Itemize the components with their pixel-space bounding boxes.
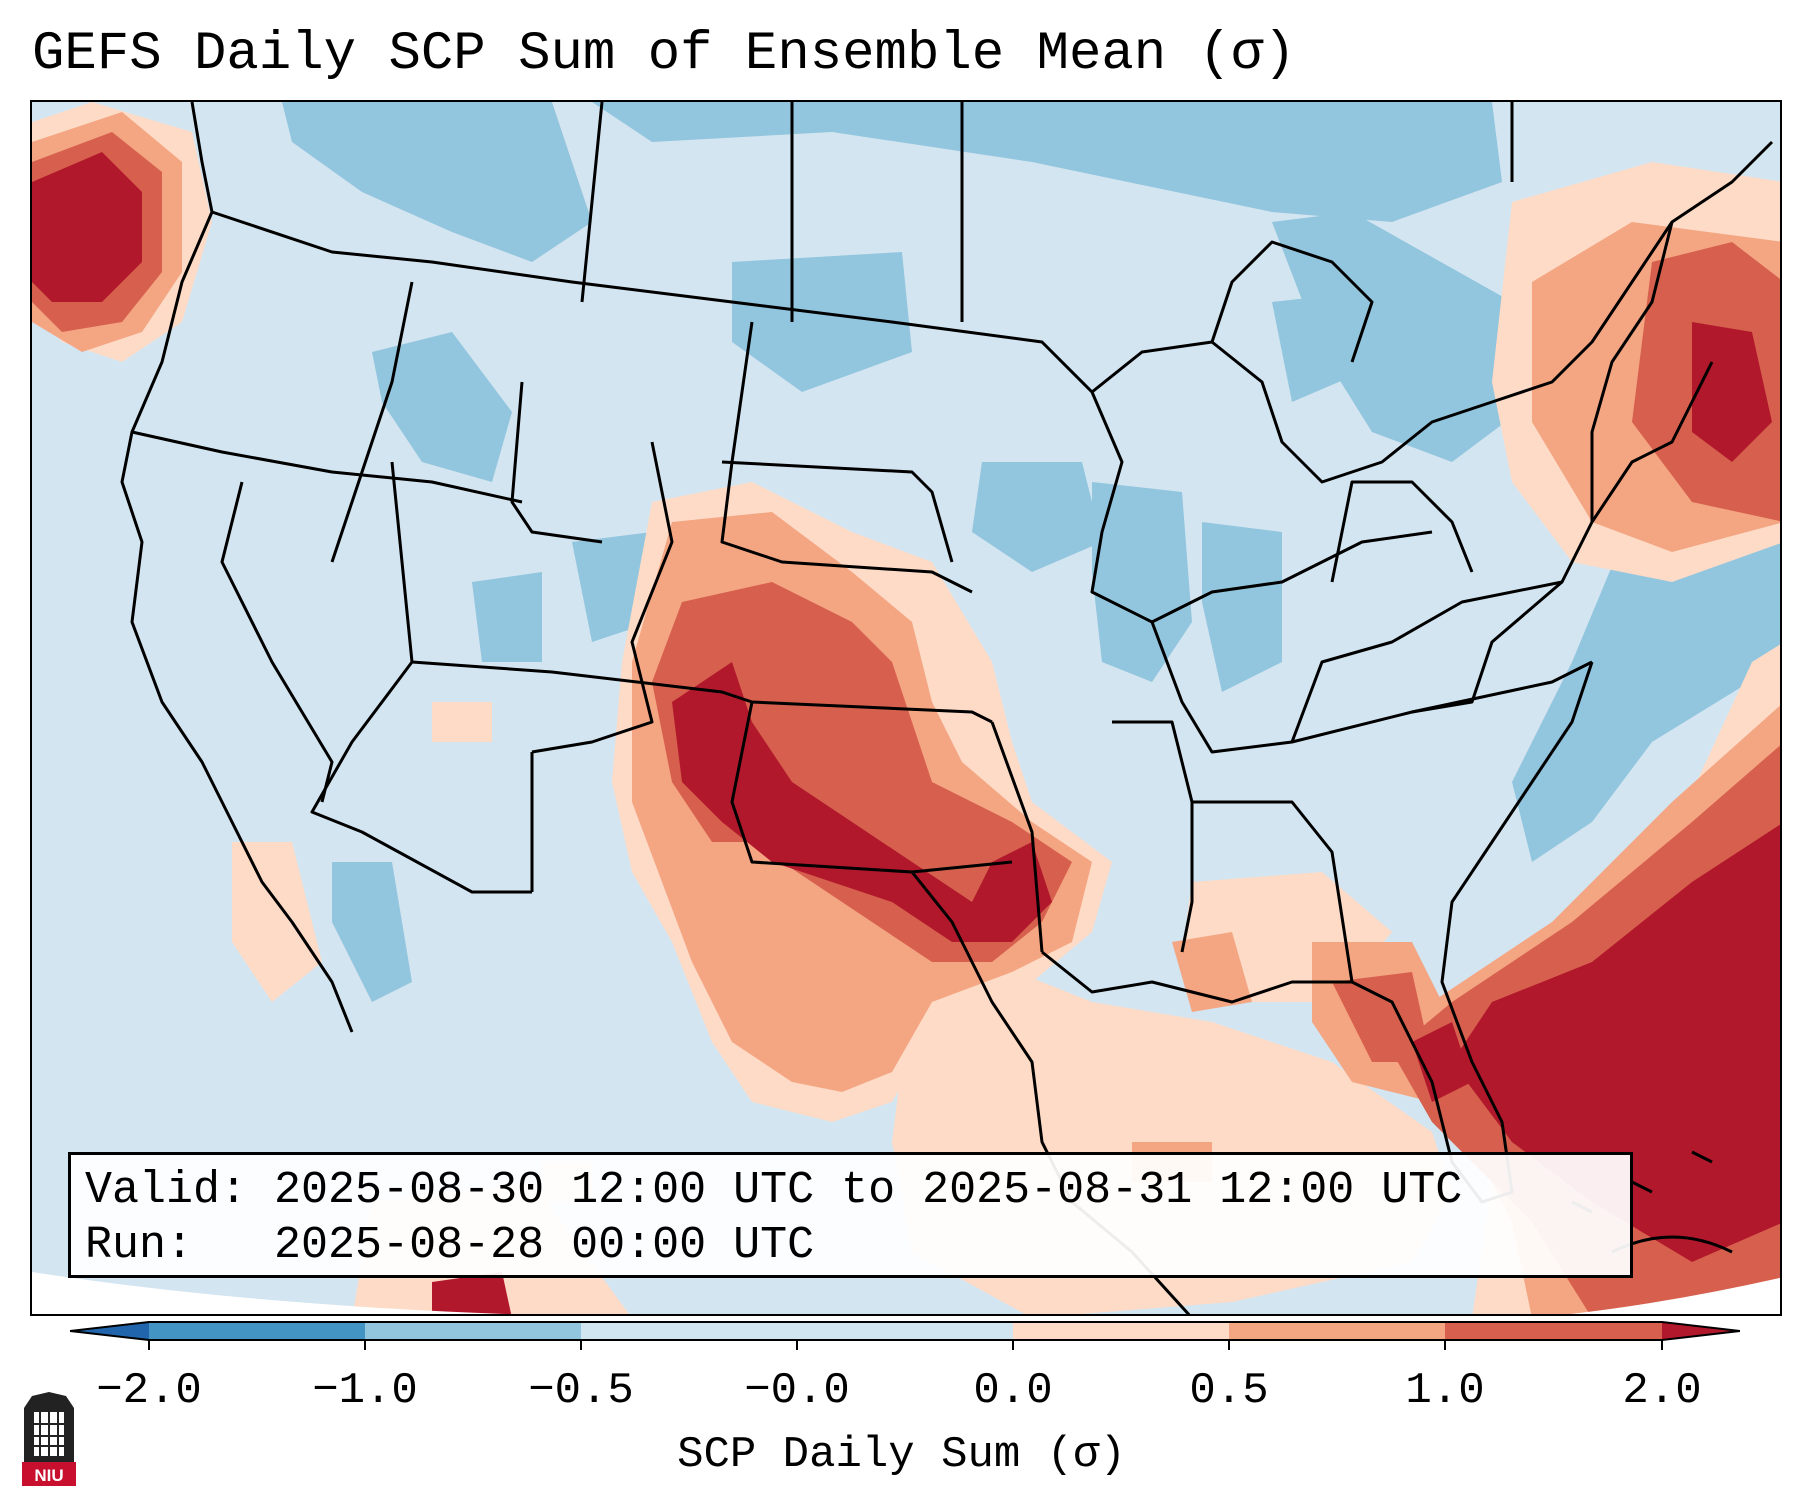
colorbar-bin [149,1322,365,1340]
colorbar-tick-label: 1.0 [1405,1366,1485,1416]
validity-info-box: Valid: 2025-08-30 12:00 UTC to 2025-08-3… [68,1152,1633,1278]
negative-anomaly-regions [282,102,1780,1002]
colorbar [70,1321,1740,1350]
colorbar-under-extension [70,1322,149,1340]
scp-map [30,100,1782,1316]
colorbar-tick-label: −2.0 [96,1366,202,1416]
chart-title: GEFS Daily SCP Sum of Ensemble Mean (σ) [32,24,1296,85]
colorbar-bin [1445,1322,1662,1340]
colorbar-label: SCP Daily Sum (σ) [677,1430,1126,1480]
colorbar-bin [581,1322,797,1340]
colorbar-tick-label: −0.5 [528,1366,634,1416]
run-label: Run: [85,1220,194,1271]
colorbar-tick-label: −1.0 [312,1366,418,1416]
university-tower-icon: NIU [22,1392,76,1486]
run-value: 2025-08-28 00:00 UTC [274,1220,815,1271]
colorbar-bin [1229,1322,1445,1340]
colorbar-tick-label: 0.0 [973,1366,1053,1416]
colorbar-tick-label: 0.5 [1189,1366,1269,1416]
colorbar-over-extension [1662,1322,1740,1340]
colorbar-tick-label: −0.0 [744,1366,850,1416]
colorbar-bin [797,1322,1013,1340]
colorbar-tick-label: 2.0 [1622,1366,1702,1416]
colorbar-bin [1013,1322,1229,1340]
logo-text: NIU [34,1466,63,1485]
map-canvas [32,102,1780,1314]
valid-label: Valid: [85,1165,248,1216]
colorbar-bin [365,1322,581,1340]
valid-value: 2025-08-30 12:00 UTC to 2025-08-31 12:00… [274,1165,1463,1216]
